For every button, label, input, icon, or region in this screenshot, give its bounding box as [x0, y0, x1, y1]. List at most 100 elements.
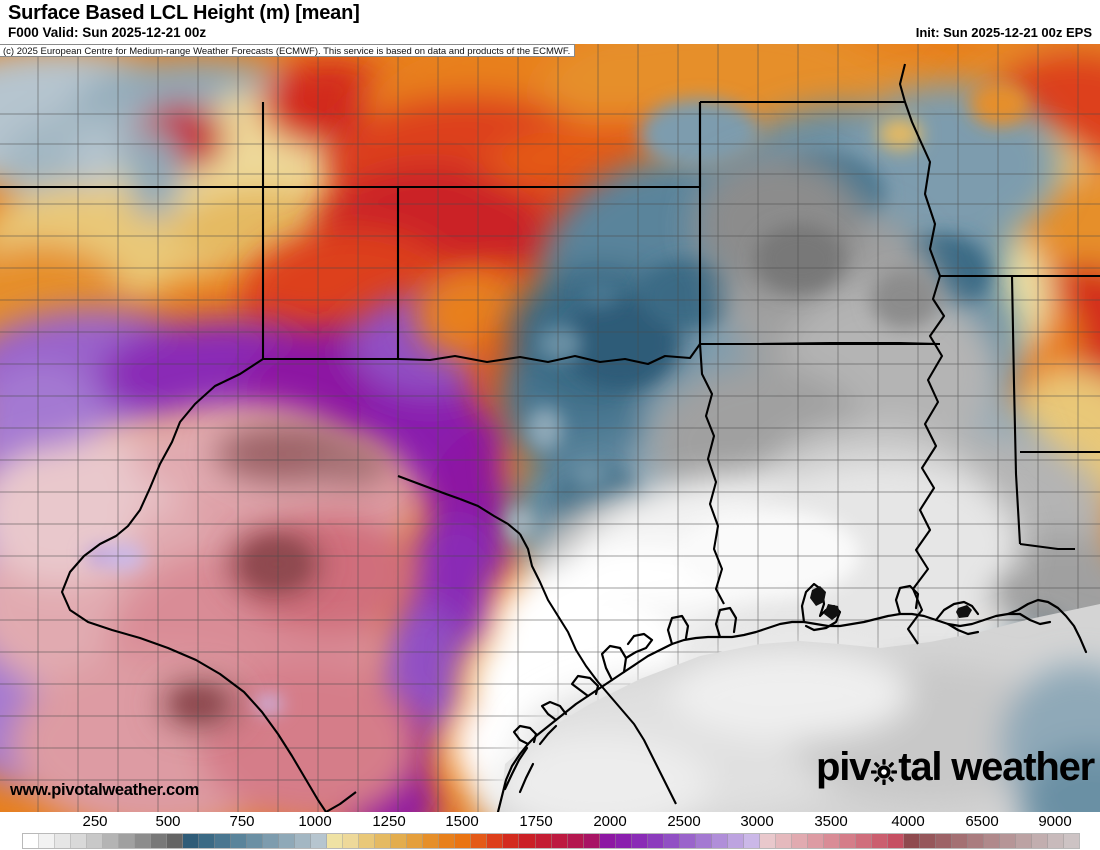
colorbar-swatch [1064, 834, 1080, 848]
colorbar-swatch [551, 834, 568, 848]
page-title: Surface Based LCL Height (m) [mean] [8, 2, 360, 24]
colorbar-tick-label: 6500 [965, 813, 999, 830]
init-time-label: Init: Sun 2025-12-21 00z EPS [915, 25, 1092, 40]
colorbar-swatch [615, 834, 632, 848]
colorbar-swatch [791, 834, 808, 848]
colorbar-swatch [247, 834, 264, 848]
map-canvas[interactable]: www.pivotalweather.com piv [0, 44, 1100, 812]
map-svg [0, 44, 1100, 812]
contour-fill-layer [0, 44, 1100, 812]
colorbar-tick-labels: 250 500 750 1000 1250 1500 1750 2000 2500 3000 350… [0, 812, 1100, 832]
colorbar-swatch [807, 834, 824, 848]
colorbar-swatch [71, 834, 88, 848]
colorbar-tick-label: 9000 [1038, 813, 1072, 830]
colorbar-swatch [695, 834, 712, 848]
colorbar-tick-label: 250 [82, 813, 108, 830]
colorbar-swatch [327, 834, 344, 848]
colorbar-swatch [151, 834, 168, 848]
colorbar-swatch [359, 834, 376, 848]
colorbar-swatch [311, 834, 328, 848]
colorbar-tick-label: 1250 [372, 813, 406, 830]
colorbar-tick-label: 1750 [519, 813, 553, 830]
coastline-layer [496, 582, 1088, 812]
colorbar-swatch [519, 834, 536, 848]
colorbar-swatch [167, 834, 184, 848]
colorbar-swatch [1015, 834, 1032, 848]
colorbar-tick-label: 750 [229, 813, 255, 830]
colorbar-tick-label: 2000 [593, 813, 627, 830]
colorbar-tick-label: 3500 [814, 813, 848, 830]
colorbar-swatch [535, 834, 552, 848]
colorbar-swatch [439, 834, 456, 848]
colorbar-swatch [1031, 834, 1048, 848]
state-border-layer [0, 63, 1100, 812]
colorbar-swatch [727, 834, 744, 848]
colorbar-swatch [919, 834, 936, 848]
colorbar-swatch [231, 834, 248, 848]
colorbar-swatch [503, 834, 520, 848]
colorbar: 250 500 750 1000 1250 1500 1750 2000 2500 3000 350… [0, 812, 1100, 850]
colorbar-swatch [471, 834, 488, 848]
colorbar-swatch [967, 834, 984, 848]
colorbar-swatch [663, 834, 680, 848]
colorbar-swatch [135, 834, 152, 848]
colorbar-swatch [119, 834, 136, 848]
site-url-watermark[interactable]: www.pivotalweather.com [10, 781, 200, 799]
colorbar-swatch [215, 834, 232, 848]
logo-text-left: piv [816, 745, 871, 789]
colorbar-swatch [279, 834, 296, 848]
colorbar-swatch [455, 834, 472, 848]
colorbar-swatch [775, 834, 792, 848]
colorbar-swatch [903, 834, 920, 848]
colorbar-swatch [599, 834, 616, 848]
logo-text-right: tal weather [898, 745, 1095, 789]
pivotal-weather-logo: piv [816, 745, 1095, 790]
colorbar-swatch [1048, 834, 1065, 848]
colorbar-swatch [839, 834, 856, 848]
colorbar-swatch [55, 834, 72, 848]
delta-landforms [810, 586, 972, 620]
colorbar-swatch [743, 834, 760, 848]
colorbar-swatch [407, 834, 424, 848]
colorbar-swatch [583, 834, 600, 848]
colorbar-swatch [375, 834, 392, 848]
colorbar-swatch [199, 834, 216, 848]
colorbar-swatches[interactable] [22, 833, 1080, 849]
colorbar-swatch [887, 834, 904, 848]
colorbar-tick-label: 3000 [740, 813, 774, 830]
colorbar-tick-label: 4000 [891, 813, 925, 830]
valid-time-label: F000 Valid: Sun 2025-12-21 00z [8, 25, 207, 40]
colorbar-swatch [39, 834, 56, 848]
colorbar-swatch [711, 834, 728, 848]
colorbar-swatch [487, 834, 504, 848]
colorbar-swatch [423, 834, 440, 848]
colorbar-swatch [759, 834, 776, 848]
gear-sun-icon [871, 758, 898, 785]
copyright-banner: (c) 2025 European Centre for Medium-rang… [0, 44, 575, 57]
colorbar-swatch [631, 834, 648, 848]
colorbar-swatch [823, 834, 840, 848]
colorbar-swatch [391, 834, 408, 848]
colorbar-swatch [999, 834, 1016, 848]
colorbar-swatch [87, 834, 104, 848]
colorbar-swatch [951, 834, 968, 848]
colorbar-swatch [103, 834, 120, 848]
colorbar-swatch [295, 834, 312, 848]
colorbar-swatch [983, 834, 1000, 848]
colorbar-swatch [263, 834, 280, 848]
colorbar-tick-label: 1500 [445, 813, 479, 830]
colorbar-tick-label: 1000 [298, 813, 332, 830]
colorbar-swatch [935, 834, 952, 848]
colorbar-swatch [183, 834, 200, 848]
gulf-water-mask [490, 604, 1100, 812]
colorbar-swatch [679, 834, 696, 848]
colorbar-tick-label: 2500 [667, 813, 701, 830]
colorbar-swatch [567, 834, 584, 848]
colorbar-swatch [23, 834, 40, 848]
header-bar: Surface Based LCL Height (m) [mean] F000… [0, 0, 1100, 44]
colorbar-swatch [647, 834, 664, 848]
colorbar-swatch [343, 834, 360, 848]
colorbar-swatch [871, 834, 888, 848]
colorbar-swatch [855, 834, 872, 848]
